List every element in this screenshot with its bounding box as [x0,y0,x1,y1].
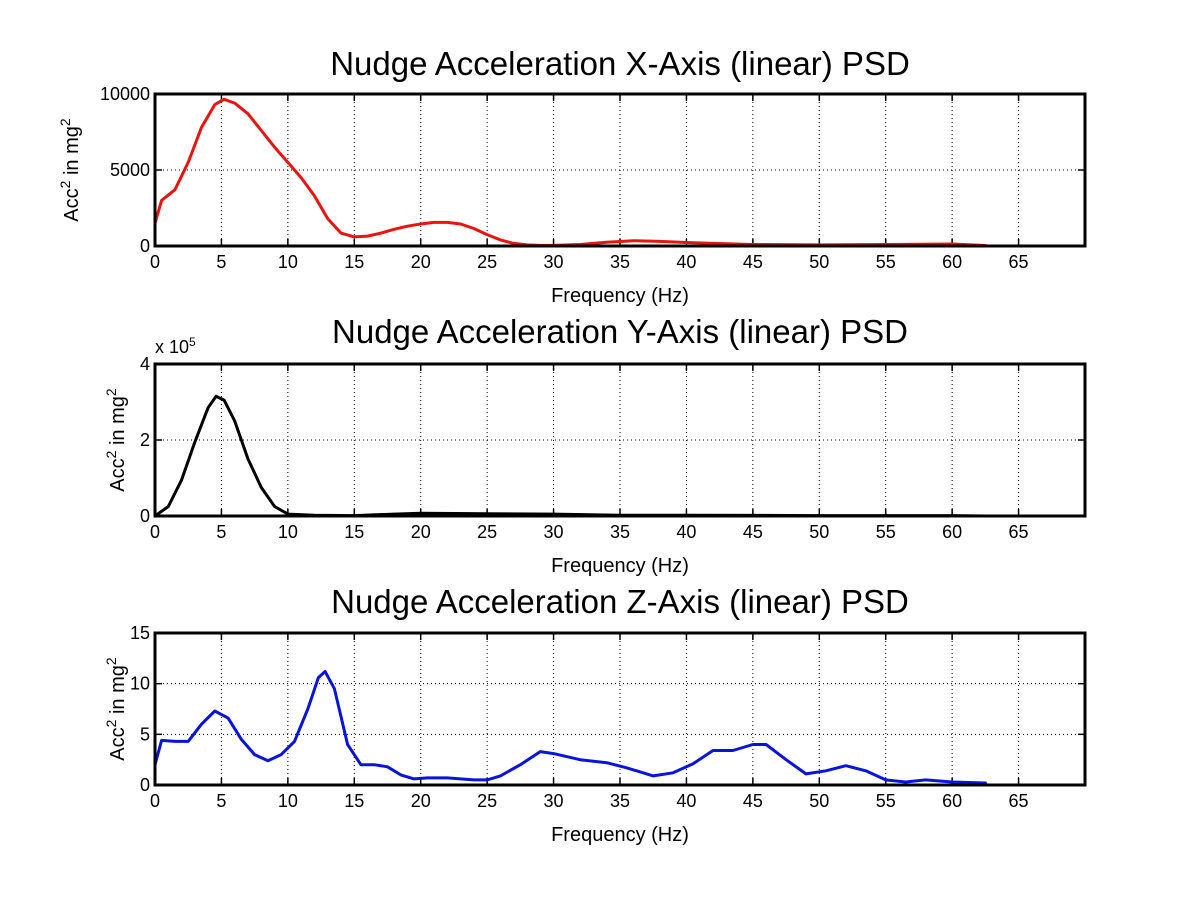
z-axis-x-tick-label: 55 [876,791,896,811]
x-axis-x-tick-label: 30 [544,252,564,272]
x-axis-x-tick-label: 10 [278,252,298,272]
z-axis-plot-frame [153,631,1087,787]
x-axis-x-tick-label: 25 [477,252,497,272]
y-axis-x-tick-label: 15 [344,522,364,542]
z-axis-x-tick-label: 35 [610,791,630,811]
y-axis-chart-title: Nudge Acceleration Y-Axis (linear) PSD [332,313,908,350]
y-axis-psd-panel: 0 5 10 15 20 25 30 35 40 45 50 55 60 65 0 2 4x 105 Nudge … [103,313,1087,577]
z-axis-x-tick-label: 5 [216,791,226,811]
z-axis-x-tick-label: 15 [344,791,364,811]
y-axis-y-tick-label: 0 [140,506,150,526]
z-axis-x-tick-label: 60 [942,791,962,811]
y-axis-x-tick-label: 20 [411,522,431,542]
y-axis-x-tick-label: 5 [216,522,226,542]
z-axis-x-tick-label: 45 [743,791,763,811]
z-axis-x-axis-label: Frequency (Hz) [551,824,689,846]
x-axis-x-tick-label: 40 [676,252,696,272]
y-axis-x-tick-label: 25 [477,522,497,542]
y-axis-x-tick-label: 30 [544,522,564,542]
y-axis-x-tick-label: 0 [150,522,160,542]
z-axis-x-tick-label: 20 [411,791,431,811]
y-axis-y-tick-label: 2 [140,430,150,450]
x-axis-x-axis-label: Frequency (Hz) [551,285,689,307]
x-axis-y-tick-label: 5000 [110,160,150,180]
x-axis-x-tick-label: 50 [809,252,829,272]
y-axis-x-axis-label: Frequency (Hz) [551,555,689,577]
x-axis-y-axis-label: Acc2 in mg2 [57,118,83,222]
x-axis-x-tick-label: 0 [150,252,160,272]
x-axis-y-tick-label: 10000 [100,84,150,104]
y-axis-x-tick-label: 40 [676,522,696,542]
x-axis-plot-frame [153,92,1087,248]
z-axis-x-tick-label: 10 [278,791,298,811]
z-axis-x-tick-label: 50 [809,791,829,811]
z-axis-y-tick-label: 15 [130,623,150,643]
z-axis-x-tick-label: 30 [544,791,564,811]
z-axis-x-tick-label: 65 [1009,791,1029,811]
y-axis-x-tick-label: 60 [942,522,962,542]
x-axis-x-tick-label: 15 [344,252,364,272]
z-axis-x-tick-label: 0 [150,791,160,811]
y-axis-x-tick-label: 55 [876,522,896,542]
y-axis-x-tick-label: 45 [743,522,763,542]
y-axis-y-tick-label: 4 [140,354,150,374]
x-axis-x-tick-label: 55 [876,252,896,272]
y-axis-x-tick-label: 35 [610,522,630,542]
x-axis-psd-panel: 0 5 10 15 20 25 30 35 40 45 50 55 60 65 0 5000 10000 Nudg… [57,45,1087,307]
x-axis-x-tick-label: 20 [411,252,431,272]
z-axis-chart-title: Nudge Acceleration Z-Axis (linear) PSD [331,583,909,620]
y-axis-x-tick-label: 10 [278,522,298,542]
y-axis-y-axis-label: Acc2 in mg2 [103,388,129,492]
x-axis-x-tick-label: 5 [216,252,226,272]
y-axis-plot-frame [153,362,1087,518]
z-axis-y-tick-label: 5 [140,724,150,744]
z-axis-psd-line [153,670,987,785]
x-axis-y-tick-label: 0 [140,236,150,256]
z-axis-x-tick-label: 40 [676,791,696,811]
x-axis-x-tick-label: 45 [743,252,763,272]
y-axis-x-tick-label: 50 [809,522,829,542]
y-axis-psd-line [153,394,987,518]
x-axis-x-tick-label: 65 [1009,252,1029,272]
z-axis-y-axis-label: Acc2 in mg2 [103,657,129,761]
x-axis-psd-line [153,97,987,247]
z-axis-y-tick-label: 0 [140,775,150,795]
z-axis-y-tick-label: 10 [130,674,150,694]
z-axis-psd-panel: 0 5 10 15 20 25 30 35 40 45 50 55 60 65 0 5 10 15 Nudge Ac… [103,583,1087,846]
x-axis-chart-title: Nudge Acceleration X-Axis (linear) PSD [330,45,910,82]
x-axis-x-tick-label: 60 [942,252,962,272]
z-axis-x-tick-label: 25 [477,791,497,811]
y-axis-x-tick-label: 65 [1009,522,1029,542]
x-axis-x-tick-label: 35 [610,252,630,272]
y-axis-y-multiplier: x 105 [155,335,196,357]
